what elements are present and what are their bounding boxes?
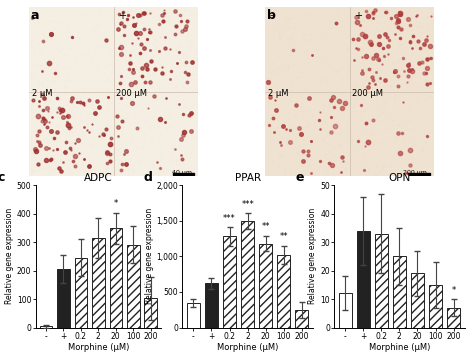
Bar	[429, 285, 442, 328]
Bar	[356, 231, 370, 328]
Bar	[241, 221, 254, 328]
Bar	[29, 92, 114, 176]
Bar	[349, 92, 434, 176]
Text: *: *	[452, 286, 456, 295]
Text: a: a	[31, 9, 39, 22]
Bar	[411, 273, 424, 328]
X-axis label: Morphine (μM): Morphine (μM)	[217, 344, 278, 352]
Title: PPAR: PPAR	[235, 173, 261, 183]
Bar	[393, 256, 406, 328]
Text: ***: ***	[223, 214, 236, 223]
Text: -: -	[34, 10, 37, 21]
Bar	[114, 92, 198, 176]
Text: 200 μM: 200 μM	[116, 89, 147, 98]
Bar	[375, 234, 388, 328]
Text: e: e	[295, 171, 303, 184]
Y-axis label: Relative gene expression: Relative gene expression	[145, 208, 154, 304]
X-axis label: Morphine (μM): Morphine (μM)	[68, 344, 129, 352]
Text: c: c	[0, 171, 5, 184]
Bar	[295, 310, 309, 328]
Bar	[92, 238, 105, 328]
Bar	[29, 7, 114, 92]
Bar	[173, 173, 194, 174]
Bar	[205, 283, 218, 328]
Text: **: **	[262, 222, 270, 231]
Bar	[265, 7, 349, 92]
Bar	[223, 236, 236, 328]
Bar	[74, 258, 87, 328]
Text: b: b	[267, 9, 275, 22]
Bar	[187, 303, 200, 328]
Bar	[259, 244, 272, 328]
Bar	[109, 229, 122, 328]
Text: +: +	[118, 10, 126, 21]
Bar	[40, 326, 52, 328]
Bar	[338, 293, 352, 328]
Bar	[57, 269, 70, 328]
Bar	[349, 7, 434, 92]
Text: **: **	[280, 232, 288, 241]
Y-axis label: Relative gene expression: Relative gene expression	[309, 208, 318, 304]
Text: *: *	[114, 199, 118, 209]
X-axis label: Morphine (μM): Morphine (μM)	[369, 344, 430, 352]
Text: 200 μM: 200 μM	[352, 89, 383, 98]
Text: ***: ***	[241, 200, 254, 209]
Title: ADPC: ADPC	[84, 173, 113, 183]
Y-axis label: Relative gene expression: Relative gene expression	[5, 208, 14, 304]
Text: 2 μM: 2 μM	[32, 89, 52, 98]
Text: -: -	[269, 10, 273, 21]
Text: d: d	[143, 171, 152, 184]
Bar	[265, 92, 349, 176]
Text: 2 μM: 2 μM	[267, 89, 288, 98]
Bar	[145, 298, 157, 328]
Bar	[409, 173, 430, 174]
Bar	[277, 255, 291, 328]
Text: 200 μm: 200 μm	[403, 169, 428, 174]
Bar	[114, 7, 198, 92]
Bar	[447, 308, 460, 328]
Bar	[127, 245, 139, 328]
Title: OPN: OPN	[388, 173, 410, 183]
Text: +: +	[354, 10, 362, 21]
Text: 40 μm: 40 μm	[172, 169, 191, 174]
